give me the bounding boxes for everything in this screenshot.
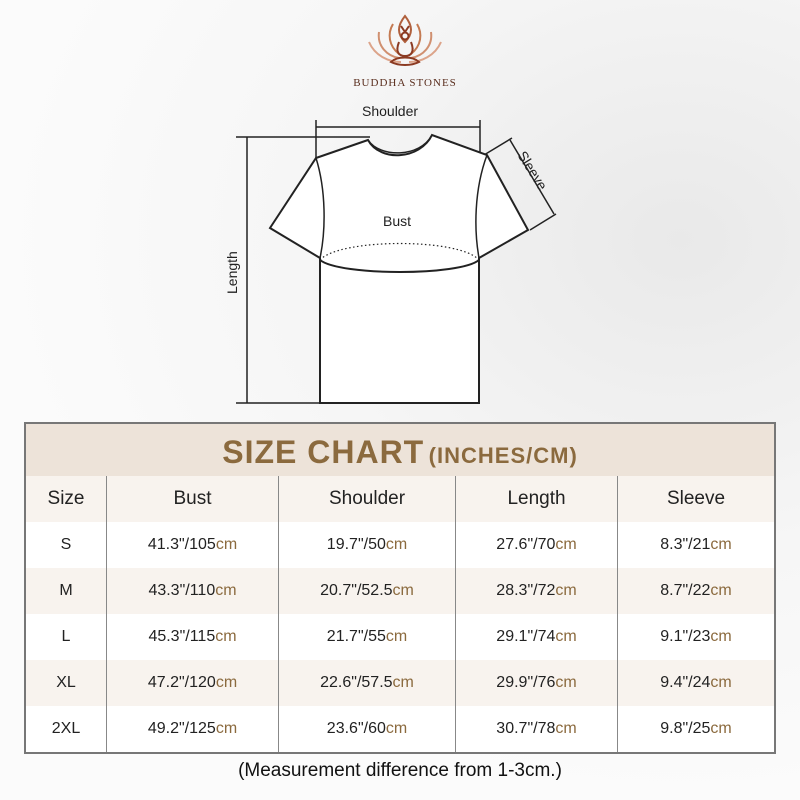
unit-label: cm <box>710 536 732 553</box>
shoulder-value: 23.6"/60 <box>326 720 386 737</box>
sleeve-cell: 9.1"/23 cm <box>617 614 774 660</box>
column-header: Shoulder <box>278 476 455 522</box>
length-value: 27.6"/70 <box>496 536 556 553</box>
sleeve-measure-line <box>509 139 555 215</box>
length-value: 28.3"/72 <box>496 582 556 599</box>
table-row: XL 47.2"/120 cm 22.6"/57.5 cm 29.9"/76 cm 9.4"/… <box>26 660 774 706</box>
unit-label: cm <box>215 582 237 599</box>
shoulder-label: Shoulder <box>362 103 419 119</box>
length-cell: 28.3"/72 cm <box>455 568 617 614</box>
length-cell: 29.9"/76 cm <box>455 660 617 706</box>
bust-value: 45.3"/115 <box>148 628 216 645</box>
length-value: 30.7"/78 <box>496 720 556 737</box>
length-cell: 30.7"/78 cm <box>455 706 617 752</box>
unit-label: cm <box>215 536 238 553</box>
unit-label: cm <box>385 720 408 737</box>
unit-label: cm <box>555 720 577 737</box>
unit-label: cm <box>710 628 732 645</box>
unit-label: cm <box>215 628 237 645</box>
size-value: 2XL <box>51 720 81 737</box>
size-value: L <box>61 628 71 645</box>
length-label: Length <box>224 251 240 294</box>
size-cell: S <box>26 522 106 568</box>
size-cell: 2XL <box>26 706 106 752</box>
column-header: Sleeve <box>617 476 774 522</box>
length-value: 29.1"/74 <box>496 628 556 645</box>
sleeve-value: 8.7"/22 <box>660 582 711 599</box>
bust-value: 49.2"/125 <box>147 720 216 737</box>
unit-label: cm <box>392 674 414 691</box>
table-row: L 45.3"/115 cm 21.7"/55 cm 29.1"/74 cm 9.1"/23 c… <box>26 614 774 660</box>
table-header-row: Size Bust Shoulder Length Sleeve <box>26 476 774 522</box>
size-value: M <box>59 582 73 599</box>
unit-label: cm <box>385 628 408 645</box>
brand-name: BUDDHA STONES <box>353 77 457 89</box>
shoulder-cell: 23.6"/60 cm <box>278 706 455 752</box>
bust-cell: 43.3"/110 cm <box>106 568 278 614</box>
shoulder-value: 20.7"/52.5 <box>320 582 393 599</box>
length-cell: 27.6"/70 cm <box>455 522 617 568</box>
unit-label: cm <box>385 536 408 553</box>
column-header: Size <box>47 488 85 509</box>
shoulder-value: 19.7"/50 <box>326 536 386 553</box>
sleeve-cell: 8.7"/22 cm <box>617 568 774 614</box>
bust-value: 41.3"/105 <box>147 536 216 553</box>
sleeve-measure-tick <box>483 137 513 156</box>
unit-label: cm <box>392 582 414 599</box>
unit-label: cm <box>710 720 732 737</box>
unit-label: cm <box>555 674 577 691</box>
table-title: SIZE CHART (INCHES/CM) <box>26 424 774 476</box>
tshirt-outline <box>268 133 530 404</box>
unit-label: cm <box>555 536 577 553</box>
size-value: XL <box>56 674 76 691</box>
bust-dotted-line <box>319 242 480 261</box>
unit-label: cm <box>215 720 238 737</box>
tshirt-diagram <box>236 120 557 404</box>
sleeve-value: 9.1"/23 <box>660 628 711 645</box>
title-text: SIZE CHART <box>222 434 425 470</box>
column-header: Bust <box>106 476 278 522</box>
sleeve-value: 9.4"/24 <box>660 674 711 691</box>
size-cell: L <box>26 614 106 660</box>
unit-label: cm <box>555 582 577 599</box>
bust-value: 47.2"/120 <box>147 674 216 691</box>
sleeve-value: 8.3"/21 <box>660 536 711 553</box>
shoulder-cell: 19.7"/50 cm <box>278 522 455 568</box>
bust-cell: 47.2"/120 cm <box>106 660 278 706</box>
column-header: Length <box>455 476 617 522</box>
lotus-meditation-icon <box>368 14 442 66</box>
size-cell: M <box>26 568 106 614</box>
bust-value: 43.3"/110 <box>148 582 216 599</box>
length-value: 29.9"/76 <box>496 674 556 691</box>
size-cell: XL <box>26 660 106 706</box>
brand-logo: BUDDHA STONES <box>340 12 470 89</box>
length-cell: 29.1"/74 cm <box>455 614 617 660</box>
size-value: S <box>60 536 72 553</box>
unit-label: cm <box>710 674 732 691</box>
title-units: (INCHES/CM) <box>428 443 578 468</box>
measurement-note: (Measurement difference from 1-3cm.) <box>238 760 562 781</box>
bust-cell: 45.3"/115 cm <box>106 614 278 660</box>
table-row: S 41.3"/105 cm 19.7"/50 cm 27.6"/70 cm 8.3"/21 c… <box>26 522 774 568</box>
table-row: M 43.3"/110 cm 20.7"/52.5 cm 28.3"/72 cm 8.7"/2… <box>26 568 774 614</box>
sleeve-cell: 8.3"/21 cm <box>617 522 774 568</box>
shoulder-value: 22.6"/57.5 <box>320 674 393 691</box>
unit-label: cm <box>215 674 238 691</box>
sleeve-cell: 9.8"/25 cm <box>617 706 774 752</box>
sleeve-value: 9.8"/25 <box>660 720 711 737</box>
shoulder-cell: 20.7"/52.5 cm <box>278 568 455 614</box>
sleeve-cell: 9.4"/24 cm <box>617 660 774 706</box>
table-row: 2XL 49.2"/125 cm 23.6"/60 cm 30.7"/78 cm 9.8"/2… <box>26 706 774 752</box>
bust-cell: 41.3"/105 cm <box>106 522 278 568</box>
shoulder-value: 21.7"/55 <box>326 628 386 645</box>
unit-label: cm <box>710 582 732 599</box>
shoulder-cell: 22.6"/57.5 cm <box>278 660 455 706</box>
size-table: SIZE CHART (INCHES/CM) Size Bust Shoulde… <box>24 422 776 754</box>
bust-label: Bust <box>383 213 412 229</box>
shoulder-cell: 21.7"/55 cm <box>278 614 455 660</box>
bust-cell: 49.2"/125 cm <box>106 706 278 752</box>
unit-label: cm <box>555 628 577 645</box>
